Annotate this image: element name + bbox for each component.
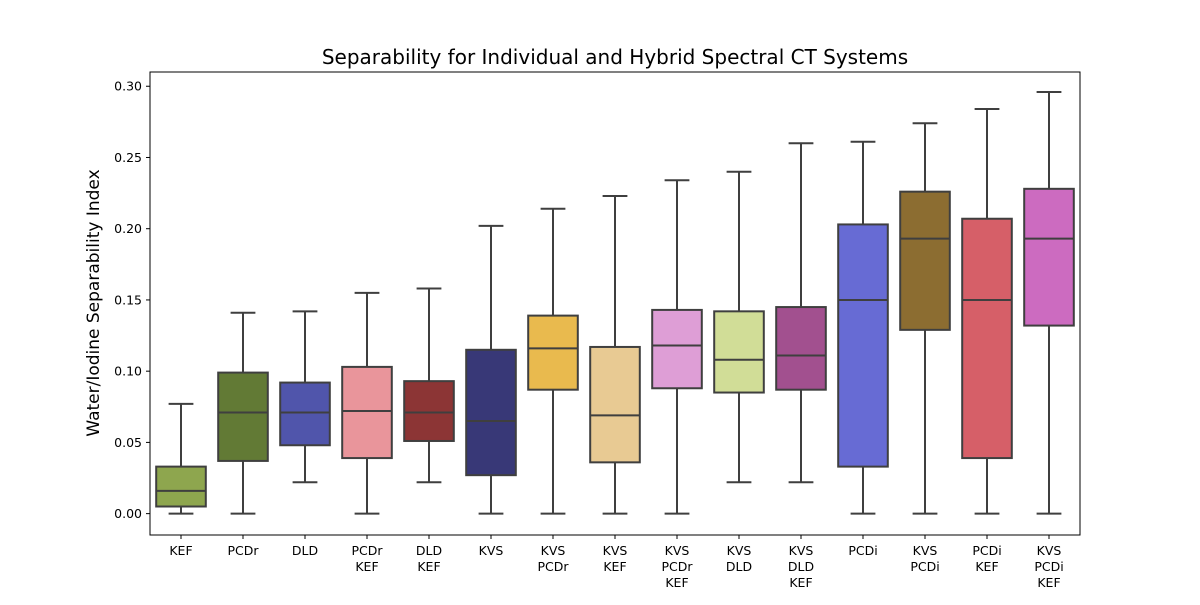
box-iqr bbox=[713, 310, 765, 394]
x-tick-label: KVS PCDr KEF bbox=[661, 543, 693, 590]
y-tick-label: 0.15 bbox=[114, 292, 142, 307]
y-tick-label: 0.10 bbox=[114, 364, 142, 379]
y-tick-label: 0.05 bbox=[114, 435, 142, 450]
x-tick-label: PCDr KEF bbox=[351, 543, 383, 574]
box-iqr bbox=[403, 380, 455, 442]
y-tick-label: 0.30 bbox=[114, 79, 142, 94]
chart-title: Separability for Individual and Hybrid S… bbox=[322, 45, 908, 69]
x-tick-label: KVS PCDi KEF bbox=[1034, 543, 1063, 590]
box-iqr bbox=[837, 223, 889, 468]
x-tick-label: PCDr bbox=[227, 543, 259, 558]
y-axis-label: Water/Iodine Separability Index bbox=[84, 169, 104, 436]
x-tick-label: KVS bbox=[479, 543, 504, 558]
x-tick-label: KVS PCDr bbox=[537, 543, 569, 574]
x-tick-label: KVS KEF bbox=[603, 543, 628, 574]
box-iqr bbox=[341, 365, 393, 460]
y-tick-label: 0.20 bbox=[114, 221, 142, 236]
y-tick-label: 0.25 bbox=[114, 150, 142, 165]
x-tick-label: KVS DLD KEF bbox=[788, 543, 814, 590]
box-iqr bbox=[155, 465, 207, 508]
x-tick-label: PCDi bbox=[848, 543, 877, 558]
x-tick-label: KEF bbox=[169, 543, 192, 558]
box-iqr bbox=[775, 306, 827, 391]
x-tick-label: DLD bbox=[292, 543, 318, 558]
x-tick-label: KVS DLD bbox=[726, 543, 752, 574]
plot-frame bbox=[149, 71, 1081, 536]
y-tick-label: 0.00 bbox=[114, 506, 142, 521]
x-tick-label: PCDi KEF bbox=[972, 543, 1001, 574]
box-iqr bbox=[589, 345, 641, 464]
box-iqr bbox=[961, 217, 1013, 460]
box-iqr bbox=[1023, 187, 1075, 327]
x-tick-label: KVS PCDi bbox=[910, 543, 939, 574]
box-iqr bbox=[651, 308, 703, 390]
box-iqr bbox=[527, 314, 579, 391]
box-iqr bbox=[217, 371, 269, 462]
plot-area: 0.00 0.05 0.10 0.15 0.20 0.25 0.30 KEF PCDr DLD PC… bbox=[114, 71, 1081, 590]
box-iqr bbox=[279, 381, 331, 447]
box-iqr bbox=[899, 190, 951, 331]
x-tick-label: DLD KEF bbox=[416, 543, 442, 574]
box-iqr bbox=[465, 348, 517, 477]
